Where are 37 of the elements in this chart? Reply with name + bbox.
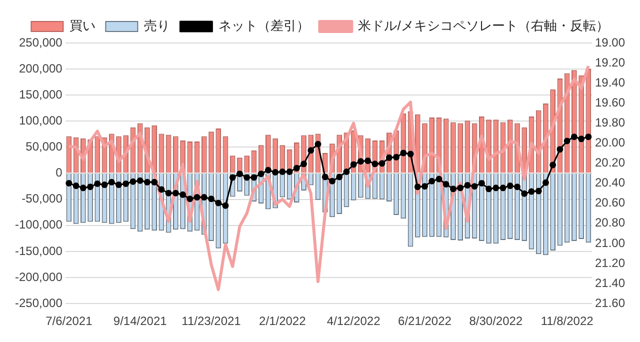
- x-tick-label: 9/14/2021: [113, 314, 168, 328]
- y-tick-label: 50,000: [26, 140, 63, 154]
- y-tick-label: -250,000: [15, 296, 63, 310]
- x-tick-label: 4/12/2022: [326, 314, 381, 328]
- y2-tick-label: 20.40: [594, 176, 626, 190]
- y2-tick-label: 20.60: [594, 196, 626, 210]
- x-tick-label: 8/30/2022: [469, 314, 523, 328]
- y2-tick-label: 20.20: [594, 156, 626, 170]
- y2-tick-label: 19.20: [594, 55, 626, 70]
- y2-tick-label: 21.20: [594, 256, 626, 270]
- x-tick-label: 2/1/2022: [259, 314, 306, 328]
- x-tick-label: 11/23/2021: [182, 314, 242, 328]
- y2-tick-label: 19.40: [594, 75, 626, 90]
- legend-label: 売り: [144, 18, 170, 34]
- legend-label: ネット（差引）: [218, 18, 310, 34]
- y2-tick-label: 19.80: [594, 115, 626, 130]
- x-tick-label: 11/8/2022: [540, 314, 594, 328]
- y-tick-label: -150,000: [15, 244, 63, 258]
- y-tick-label: 150,000: [18, 87, 63, 102]
- y-tick-label: -50,000: [22, 192, 63, 206]
- y-tick-label: 0: [56, 166, 63, 180]
- y-tick-label: -200,000: [15, 270, 63, 284]
- y2-tick-label: 20.80: [594, 216, 626, 230]
- y-tick-label: 100,000: [18, 113, 63, 128]
- legend-label: 米ドル/メキシコペソレート（右軸・反転）: [358, 18, 609, 34]
- y-tick-label: 250,000: [18, 35, 63, 50]
- y2-tick-label: 19.60: [594, 95, 626, 110]
- y2-tick-label: 21.40: [594, 276, 626, 290]
- y2-tick-label: 20.00: [594, 136, 626, 150]
- x-tick-label: 7/6/2021: [46, 314, 93, 328]
- y-tick-label: -100,000: [15, 218, 63, 232]
- legend-label: 買い: [70, 18, 96, 34]
- y2-tick-label: 21.00: [594, 236, 626, 250]
- y-tick-label: 200,000: [18, 61, 63, 76]
- y2-tick-label: 19.00: [594, 35, 626, 50]
- x-tick-label: 6/21/2022: [398, 314, 452, 328]
- y2-tick-label: 21.60: [594, 296, 626, 310]
